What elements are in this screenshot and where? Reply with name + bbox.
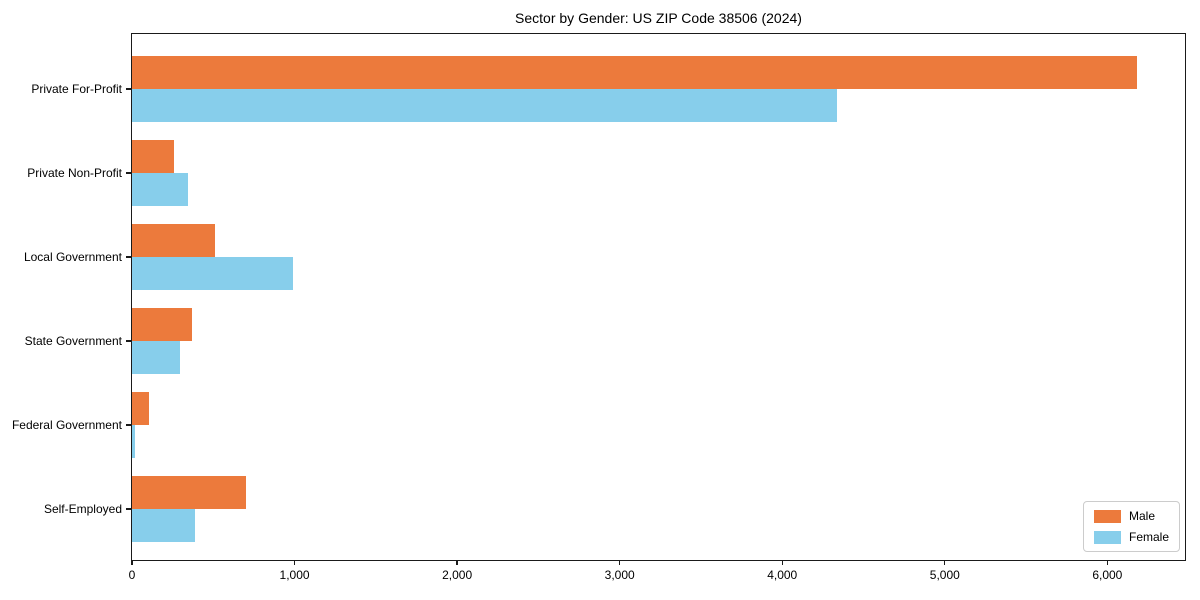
y-axis-tick	[126, 424, 132, 426]
y-axis-tick	[126, 256, 132, 258]
bar-male-local-government	[132, 224, 215, 257]
y-axis-tick	[126, 340, 132, 342]
y-axis-tick	[126, 172, 132, 174]
x-axis-tick	[1106, 560, 1109, 565]
x-axis-tick-label-3000: 3,000	[604, 568, 635, 582]
chart-title: Sector by Gender: US ZIP Code 38506 (202…	[515, 10, 802, 26]
legend-swatch-female	[1093, 530, 1121, 544]
bar-female-federal-government	[132, 425, 136, 458]
bar-male-federal-government	[132, 392, 150, 425]
bar-male-state-government	[132, 308, 193, 341]
x-axis-tick	[456, 560, 458, 565]
y-axis-label-local-government: Local Government	[23, 250, 122, 264]
y-axis-label-self-employed: Self-Employed	[43, 502, 122, 516]
bar-male-self-employed	[132, 476, 246, 509]
bar-female-private-for-profit	[132, 89, 837, 122]
bar-male-private-for-profit	[132, 56, 1137, 89]
legend-item-male: Male	[1093, 509, 1169, 523]
y-axis-label-private-for-profit: Private For-Profit	[31, 82, 122, 96]
y-axis-label-private-non-profit: Private Non-Profit	[27, 166, 122, 180]
legend-swatch-male	[1093, 509, 1121, 523]
legend-item-female: Female	[1093, 530, 1169, 544]
bar-female-local-government	[132, 257, 293, 290]
x-axis-tick-label-5000: 5,000	[929, 568, 960, 582]
x-axis-tick-label-2000: 2,000	[442, 568, 473, 582]
x-axis-tick	[293, 560, 296, 565]
y-axis-label-state-government: State Government	[24, 334, 122, 348]
plot-area: Male Female Private For-Profit Private No…	[12, 33, 1186, 582]
x-axis-tick-label-6000: 6,000	[1092, 568, 1123, 582]
x-axis-tick	[781, 560, 783, 565]
y-axis-tick	[126, 508, 132, 510]
legend-label-female: Female	[1128, 530, 1169, 544]
bar-female-private-non-profit	[132, 173, 189, 206]
x-axis-tick	[944, 560, 946, 565]
y-axis-label-federal-government: Federal Government	[11, 418, 122, 432]
x-axis-tick-label-0: 0	[128, 568, 136, 582]
x-axis-tick	[131, 560, 133, 565]
legend: Male Female	[1082, 501, 1180, 552]
y-axis-tick	[126, 88, 132, 90]
x-axis-tick-label-4000: 4,000	[767, 568, 798, 582]
bar-male-private-non-profit	[132, 140, 175, 173]
x-axis-tick	[618, 560, 621, 565]
x-axis-tick-label-1000: 1,000	[279, 568, 310, 582]
bar-female-self-employed	[132, 509, 195, 542]
bar-female-state-government	[132, 341, 180, 374]
legend-label-male: Male	[1128, 509, 1155, 523]
